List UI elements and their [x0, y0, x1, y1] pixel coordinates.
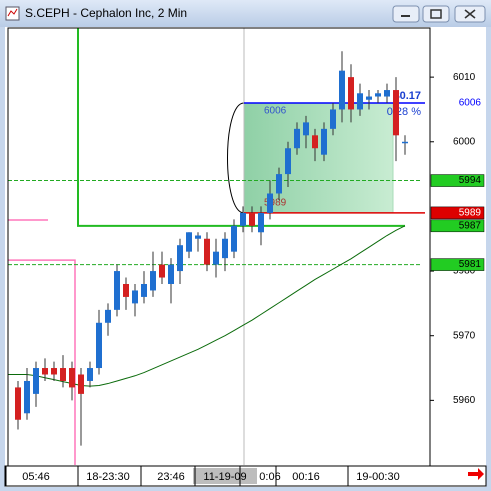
- level-box: [431, 96, 484, 109]
- change-percent: 0.28 %: [387, 106, 421, 118]
- candle-body: [177, 245, 183, 272]
- window-icon-glyph: [7, 8, 18, 17]
- x-tick-label: 00:16: [292, 471, 320, 483]
- window-icon: [5, 6, 20, 21]
- candle-body: [276, 174, 282, 194]
- candle-body: [357, 93, 363, 110]
- zone: [243, 102, 394, 214]
- candle-body: [132, 290, 138, 304]
- candle-body: [393, 90, 399, 136]
- level-box: [430, 219, 485, 233]
- plot-area: 6006 5989 $0.17 0.28 %: [8, 28, 425, 465]
- candle-body: [78, 374, 84, 394]
- candle-body: [186, 232, 192, 252]
- candle-body: [312, 135, 318, 149]
- zone-bracket: [227, 102, 245, 214]
- close-glyph: [464, 9, 476, 19]
- candle-body: [123, 283, 129, 297]
- candle-body: [141, 283, 147, 297]
- zone-bottom-label: 5989: [264, 198, 287, 209]
- y-tick-label: 5980: [453, 266, 476, 277]
- candle-body: [204, 238, 210, 265]
- candle-body: [42, 368, 48, 375]
- y-tick-label: 5970: [453, 330, 476, 341]
- candle-body: [15, 387, 21, 420]
- scroll-arrow[interactable]: [468, 468, 484, 480]
- window-title: S.CEPH - Cephalon Inc, 2 Min: [25, 6, 187, 20]
- level-step: [77, 28, 405, 227]
- candle-body: [33, 368, 39, 394]
- x-tick-label: 18-23:30: [86, 471, 129, 483]
- maximize-glyph: [430, 9, 442, 19]
- x-tick-label: 19-00:30: [356, 471, 399, 483]
- candle-body: [60, 368, 66, 381]
- y-tick-label: 5960: [453, 395, 476, 406]
- candle-body: [195, 235, 201, 239]
- level-label: 5989: [459, 208, 482, 219]
- candle-body: [114, 271, 120, 310]
- prior-level: [8, 219, 76, 465]
- level-label: 5987: [459, 220, 482, 231]
- level-label: 5994: [459, 175, 482, 186]
- candle-body: [294, 128, 300, 149]
- candle-body: [348, 77, 354, 110]
- candle-body: [105, 309, 111, 323]
- candle-body: [249, 212, 255, 226]
- candle-body: [339, 70, 345, 110]
- candle-body: [402, 141, 408, 144]
- candle-body: [231, 225, 237, 252]
- level-label: 6006: [459, 98, 482, 109]
- window-buttons[interactable]: [392, 5, 486, 23]
- candle-body: [150, 271, 156, 291]
- y-tick-label: 6000: [453, 136, 476, 147]
- x-tick-label: 23:46: [157, 471, 185, 483]
- candle-body: [222, 238, 228, 259]
- x-tick-label: 11-19-09: [203, 471, 246, 483]
- candle-body: [330, 109, 336, 129]
- candle-body: [258, 212, 264, 233]
- candle-body: [24, 380, 30, 414]
- x-label-highlight: [193, 468, 257, 484]
- level-label: 5981: [459, 259, 482, 270]
- candle-body: [384, 90, 390, 97]
- level-box: [430, 258, 485, 271]
- candle-body: [303, 122, 309, 136]
- candle-body: [69, 368, 75, 388]
- candle-body: [321, 128, 327, 155]
- level-box: [430, 174, 485, 187]
- x-tick-label: 0:06: [259, 471, 280, 483]
- maximize-button[interactable]: [422, 5, 450, 23]
- candle-body: [240, 212, 246, 226]
- candle-body: [51, 368, 57, 375]
- x-tick-label: 05:46: [22, 471, 50, 483]
- level-box: [430, 206, 485, 220]
- y-tick-label: 6010: [453, 72, 476, 83]
- candle-body: [285, 148, 291, 175]
- zone-top-label: 6006: [264, 106, 287, 117]
- change: $0.17: [393, 90, 421, 102]
- minimize-glyph: [401, 15, 410, 17]
- candle-body: [366, 96, 372, 100]
- minimize-button[interactable]: [392, 5, 420, 23]
- candle-body: [168, 264, 174, 284]
- candle-body: [96, 322, 102, 369]
- candle-body: [87, 368, 93, 381]
- candle-body: [213, 251, 219, 265]
- candle-body: [267, 193, 273, 213]
- candle-body: [159, 264, 165, 278]
- candle-body: [375, 93, 381, 97]
